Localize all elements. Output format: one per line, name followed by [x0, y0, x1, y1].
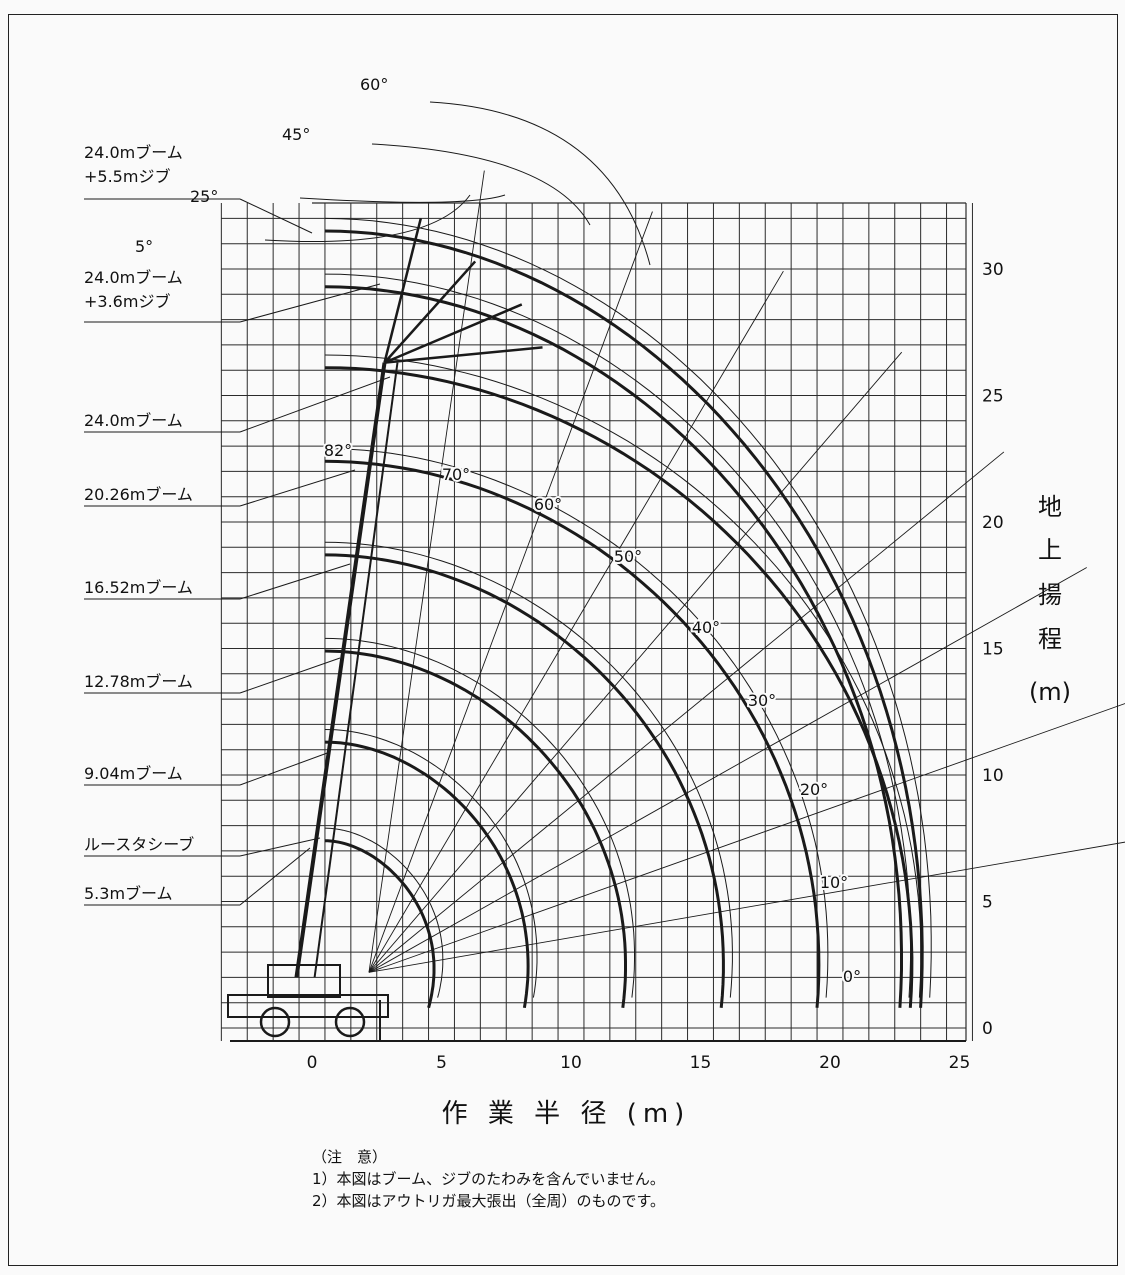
- boom-label-leader: [239, 283, 381, 323]
- working-range-curve: [324, 459, 821, 1008]
- boom-angle-ray: [368, 211, 653, 973]
- jib-offset-label: 25°: [190, 187, 218, 206]
- x-tick-label: 25: [949, 1053, 971, 1073]
- boom-label-leader: [239, 469, 356, 507]
- crane-cab: [267, 964, 341, 998]
- boom-name-label: 24.0mブーム: [84, 143, 183, 162]
- crane-wheel-rear: [334, 1006, 366, 1038]
- boom-name-label: 24.0mブーム: [84, 411, 183, 430]
- boom-label-leader: [239, 198, 313, 234]
- jib-line: [384, 303, 523, 364]
- boom-name-label: ルースタシーブ: [84, 835, 194, 854]
- boom-label-leader: [239, 751, 331, 786]
- jib-line: [383, 218, 422, 363]
- boom-angle-label: 40°: [692, 618, 720, 637]
- crane-chassis: [227, 994, 389, 1018]
- y-tick-label: 15: [982, 640, 1004, 660]
- boom-angle-ray: [368, 451, 1005, 973]
- boom-name-label: 9.04mブーム: [84, 764, 183, 783]
- boom-angle-ray: [368, 703, 1125, 973]
- jib-offset-label: 5°: [135, 237, 153, 256]
- jib-offset-arc: [371, 143, 591, 226]
- notes-heading: （注 意）: [312, 1148, 388, 1166]
- jib-offset-arc: [429, 101, 651, 266]
- working-range-outer-curve: [324, 448, 829, 998]
- x-tick-label: 20: [819, 1053, 841, 1073]
- working-range-outer-curve: [324, 827, 444, 998]
- boom-label-leader: [239, 657, 341, 694]
- y-tick-label: 30: [982, 260, 1004, 280]
- y-axis-label-char: 上: [1038, 536, 1062, 564]
- working-range-curve: [324, 229, 924, 1008]
- jib-line: [384, 346, 543, 364]
- boom-label-leader: [239, 563, 351, 600]
- boom-angle-ray: [368, 841, 1125, 973]
- crane-boom-inner: [313, 362, 399, 978]
- working-range-outer-curve: [324, 354, 922, 998]
- note-1: 1）本図はブーム、ジブのたわみを含んでいません。: [312, 1170, 665, 1188]
- y-axis-label-char: 揚: [1038, 581, 1062, 609]
- jib-offset-arc: [264, 194, 471, 242]
- working-range-curve: [324, 740, 530, 1009]
- crane-boom: [294, 362, 387, 978]
- working-range-curve: [324, 649, 627, 1008]
- notes: （注 意） 1）本図はブーム、ジブのたわみを含んでいません。 2）本図はアウトリ…: [312, 1146, 665, 1212]
- x-axis-label: 作 業 半 径 (m): [442, 1099, 691, 1129]
- y-tick-label: 10: [982, 766, 1004, 786]
- jib-offset-label: 45°: [282, 125, 310, 144]
- boom-label-leader: [239, 376, 391, 433]
- y-tick-label: 0: [982, 1019, 993, 1039]
- boom-name-label: 24.0mブーム: [84, 268, 183, 287]
- boom-angle-ray: [368, 270, 784, 973]
- working-range-curve: [324, 285, 903, 1008]
- crane-wheel-front: [259, 1006, 291, 1038]
- working-range-outer-curve: [324, 273, 912, 998]
- boom-label-leader: [239, 847, 311, 906]
- boom-angle-ray: [368, 351, 903, 973]
- boom-angle-label: 70°: [442, 465, 470, 484]
- note-2: 2）本図はアウトリガ最大張出（全周）のものです。: [312, 1192, 666, 1210]
- y-tick-label: 5: [982, 893, 993, 913]
- y-axis-label-char: 程: [1038, 625, 1062, 653]
- x-tick-label: 15: [690, 1053, 712, 1073]
- working-range-curve: [324, 553, 725, 1008]
- boom-name-label: +5.5mジブ: [84, 167, 170, 186]
- working-range-curve: [324, 366, 914, 1008]
- boom-name-label: 5.3mブーム: [84, 884, 173, 903]
- y-tick-label: 20: [982, 513, 1004, 533]
- boom-angle-label: 30°: [748, 691, 776, 710]
- boom-angle-label: 82°: [324, 441, 352, 460]
- boom-angle-label: 20°: [800, 780, 828, 799]
- boom-name-label: 12.78mブーム: [84, 672, 193, 691]
- boom-label-leader: [239, 837, 321, 857]
- jib-offset-arc: [299, 194, 506, 203]
- jib-line: [383, 260, 477, 364]
- y-tick-label: 25: [982, 387, 1004, 407]
- boom-name-label: +3.6mジブ: [84, 292, 170, 311]
- working-range-outer-curve: [324, 637, 635, 998]
- boom-angle-label: 0°: [843, 967, 861, 986]
- working-range-outer-curve: [324, 729, 538, 998]
- y-axis-label-char: 地: [1038, 493, 1062, 521]
- boom-angle-ray: [368, 170, 485, 973]
- working-range-curve: [324, 839, 436, 1009]
- working-range-outer-curve: [324, 541, 733, 998]
- working-range-outer-curve: [324, 217, 932, 998]
- x-tick-label: 5: [436, 1053, 447, 1073]
- x-tick-label: 10: [560, 1053, 582, 1073]
- y-axis-label-char: (m): [1029, 678, 1071, 706]
- boom-angle-ray: [368, 567, 1087, 973]
- boom-angle-label: 10°: [820, 873, 848, 892]
- boom-name-label: 16.52mブーム: [84, 578, 193, 597]
- jib-offset-label: 60°: [360, 75, 388, 94]
- boom-angle-label: 50°: [614, 547, 642, 566]
- boom-angle-label: 60°: [534, 495, 562, 514]
- boom-name-label: 20.26mブーム: [84, 485, 193, 504]
- x-tick-label: 0: [307, 1053, 318, 1073]
- chart-frame: [8, 14, 1118, 1266]
